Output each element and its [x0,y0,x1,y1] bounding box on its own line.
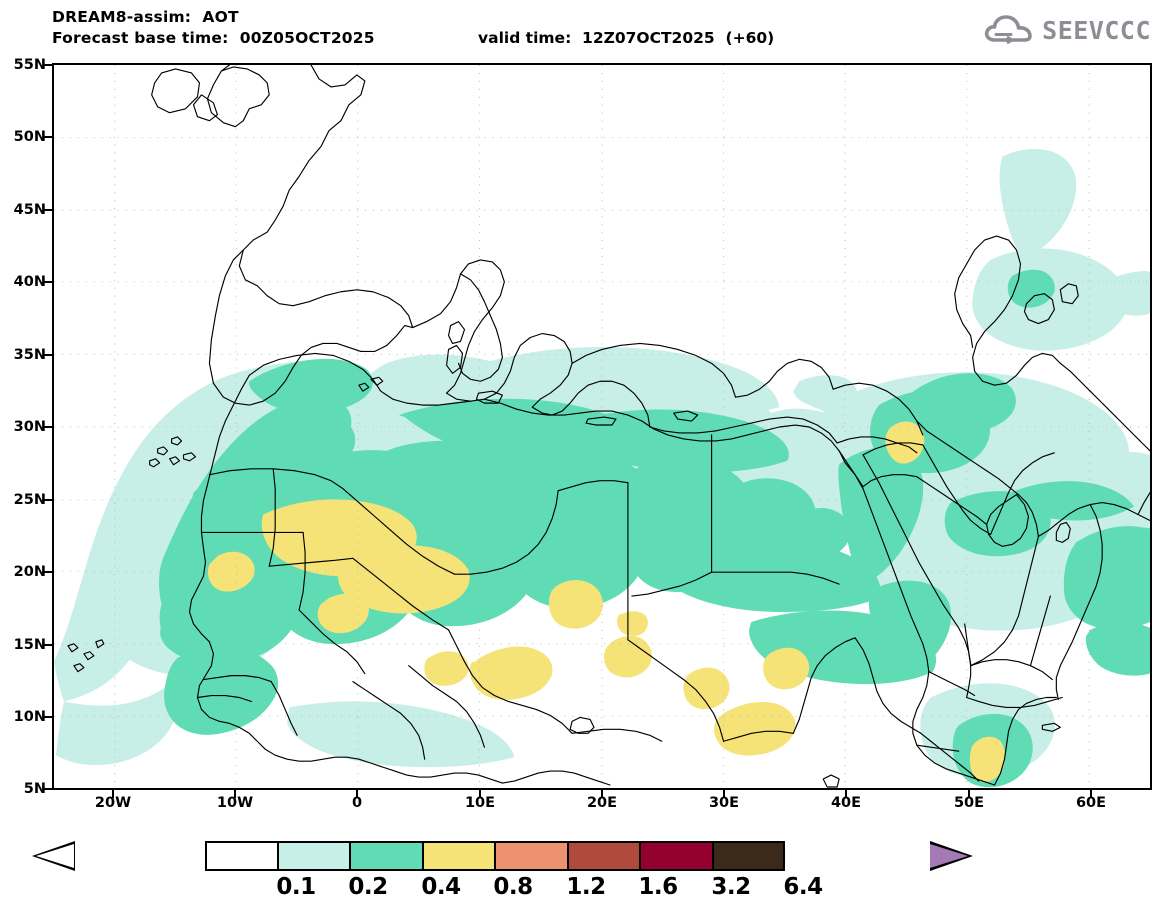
x-tick-label: 50E [953,795,985,811]
y-tick [44,716,52,718]
y-tick-label: 30N [13,419,46,435]
colorbar-cell [640,841,713,871]
x-tick [1090,790,1092,798]
map-canvas [54,65,1150,788]
x-tick-label: 30E [708,795,740,811]
y-tick-label: 5N [23,781,46,797]
x-tick-label: 40E [830,795,862,811]
y-tick [44,354,52,356]
aot-map-plot [52,63,1152,790]
y-tick-label: 50N [13,129,46,145]
y-tick [44,64,52,66]
y-tick [44,209,52,211]
colorbar-tick-label: 1.6 [638,874,678,900]
y-tick [44,426,52,428]
colorbar-cell [712,841,785,871]
y-tick-label: 10N [13,709,46,725]
x-tick-label: 10W [216,795,254,811]
colorbar: 0.1 0.2 0.4 0.8 1.2 1.6 3.2 6.4 [0,836,1165,905]
colorbar-tick-label: 6.4 [783,874,823,900]
x-tick [112,790,114,798]
colorbar-cell [350,841,423,871]
y-tick-label: 55N [13,57,46,73]
x-tick-label: 20W [94,795,132,811]
x-tick-label: 0 [351,795,363,811]
y-tick [44,281,52,283]
y-tick-label: 20N [13,564,46,580]
y-tick [44,499,52,501]
colorbar-cell [205,841,278,871]
page-title: DREAM8-assim: AOT [52,8,239,26]
logo-text: SEEVCCC [1042,15,1151,45]
colorbar-left-cap-fill [36,844,74,868]
coastlines-and-borders [67,65,1150,788]
x-tick [356,790,358,798]
chart-header: DREAM8-assim: AOT Forecast base time: 00… [0,0,1165,60]
x-tick [234,790,236,798]
colorbar-tick-label: 0.4 [421,874,461,900]
colorbar-cells [205,841,785,871]
y-tick-label: 45N [13,202,46,218]
y-tick-label: 25N [13,492,46,508]
x-tick [968,790,970,798]
colorbar-tick-label: 1.2 [566,874,606,900]
valid-time-label: valid time: 12Z07OCT2025 (+60) [478,29,775,47]
colorbar-cell [495,841,568,871]
cloud-wind-icon [984,15,1032,45]
colorbar-tick-label: 0.1 [276,874,316,900]
x-tick [601,790,603,798]
y-tick [44,644,52,646]
x-tick-label: 60E [1075,795,1107,811]
colorbar-tick-label: 0.8 [493,874,533,900]
y-tick [44,788,52,790]
base-time-label: Forecast base time: 00Z05OCT2025 [52,29,375,47]
y-tick-label: 40N [13,274,46,290]
seevccc-logo: SEEVCCC [983,10,1151,50]
y-tick-label: 15N [13,637,46,653]
x-tick [479,790,481,798]
colorbar-cell [422,841,495,871]
colorbar-right-cap-fill [930,844,968,868]
x-tick [845,790,847,798]
colorbar-tick-label: 3.2 [711,874,751,900]
colorbar-cell [567,841,640,871]
x-tick-label: 20E [586,795,618,811]
y-tick [44,136,52,138]
y-tick [44,571,52,573]
aot-contour-fills [54,149,1150,788]
x-tick-label: 10E [464,795,496,811]
x-tick [723,790,725,798]
colorbar-cell [277,841,350,871]
y-tick-label: 35N [13,347,46,363]
colorbar-tick-label: 0.2 [348,874,388,900]
